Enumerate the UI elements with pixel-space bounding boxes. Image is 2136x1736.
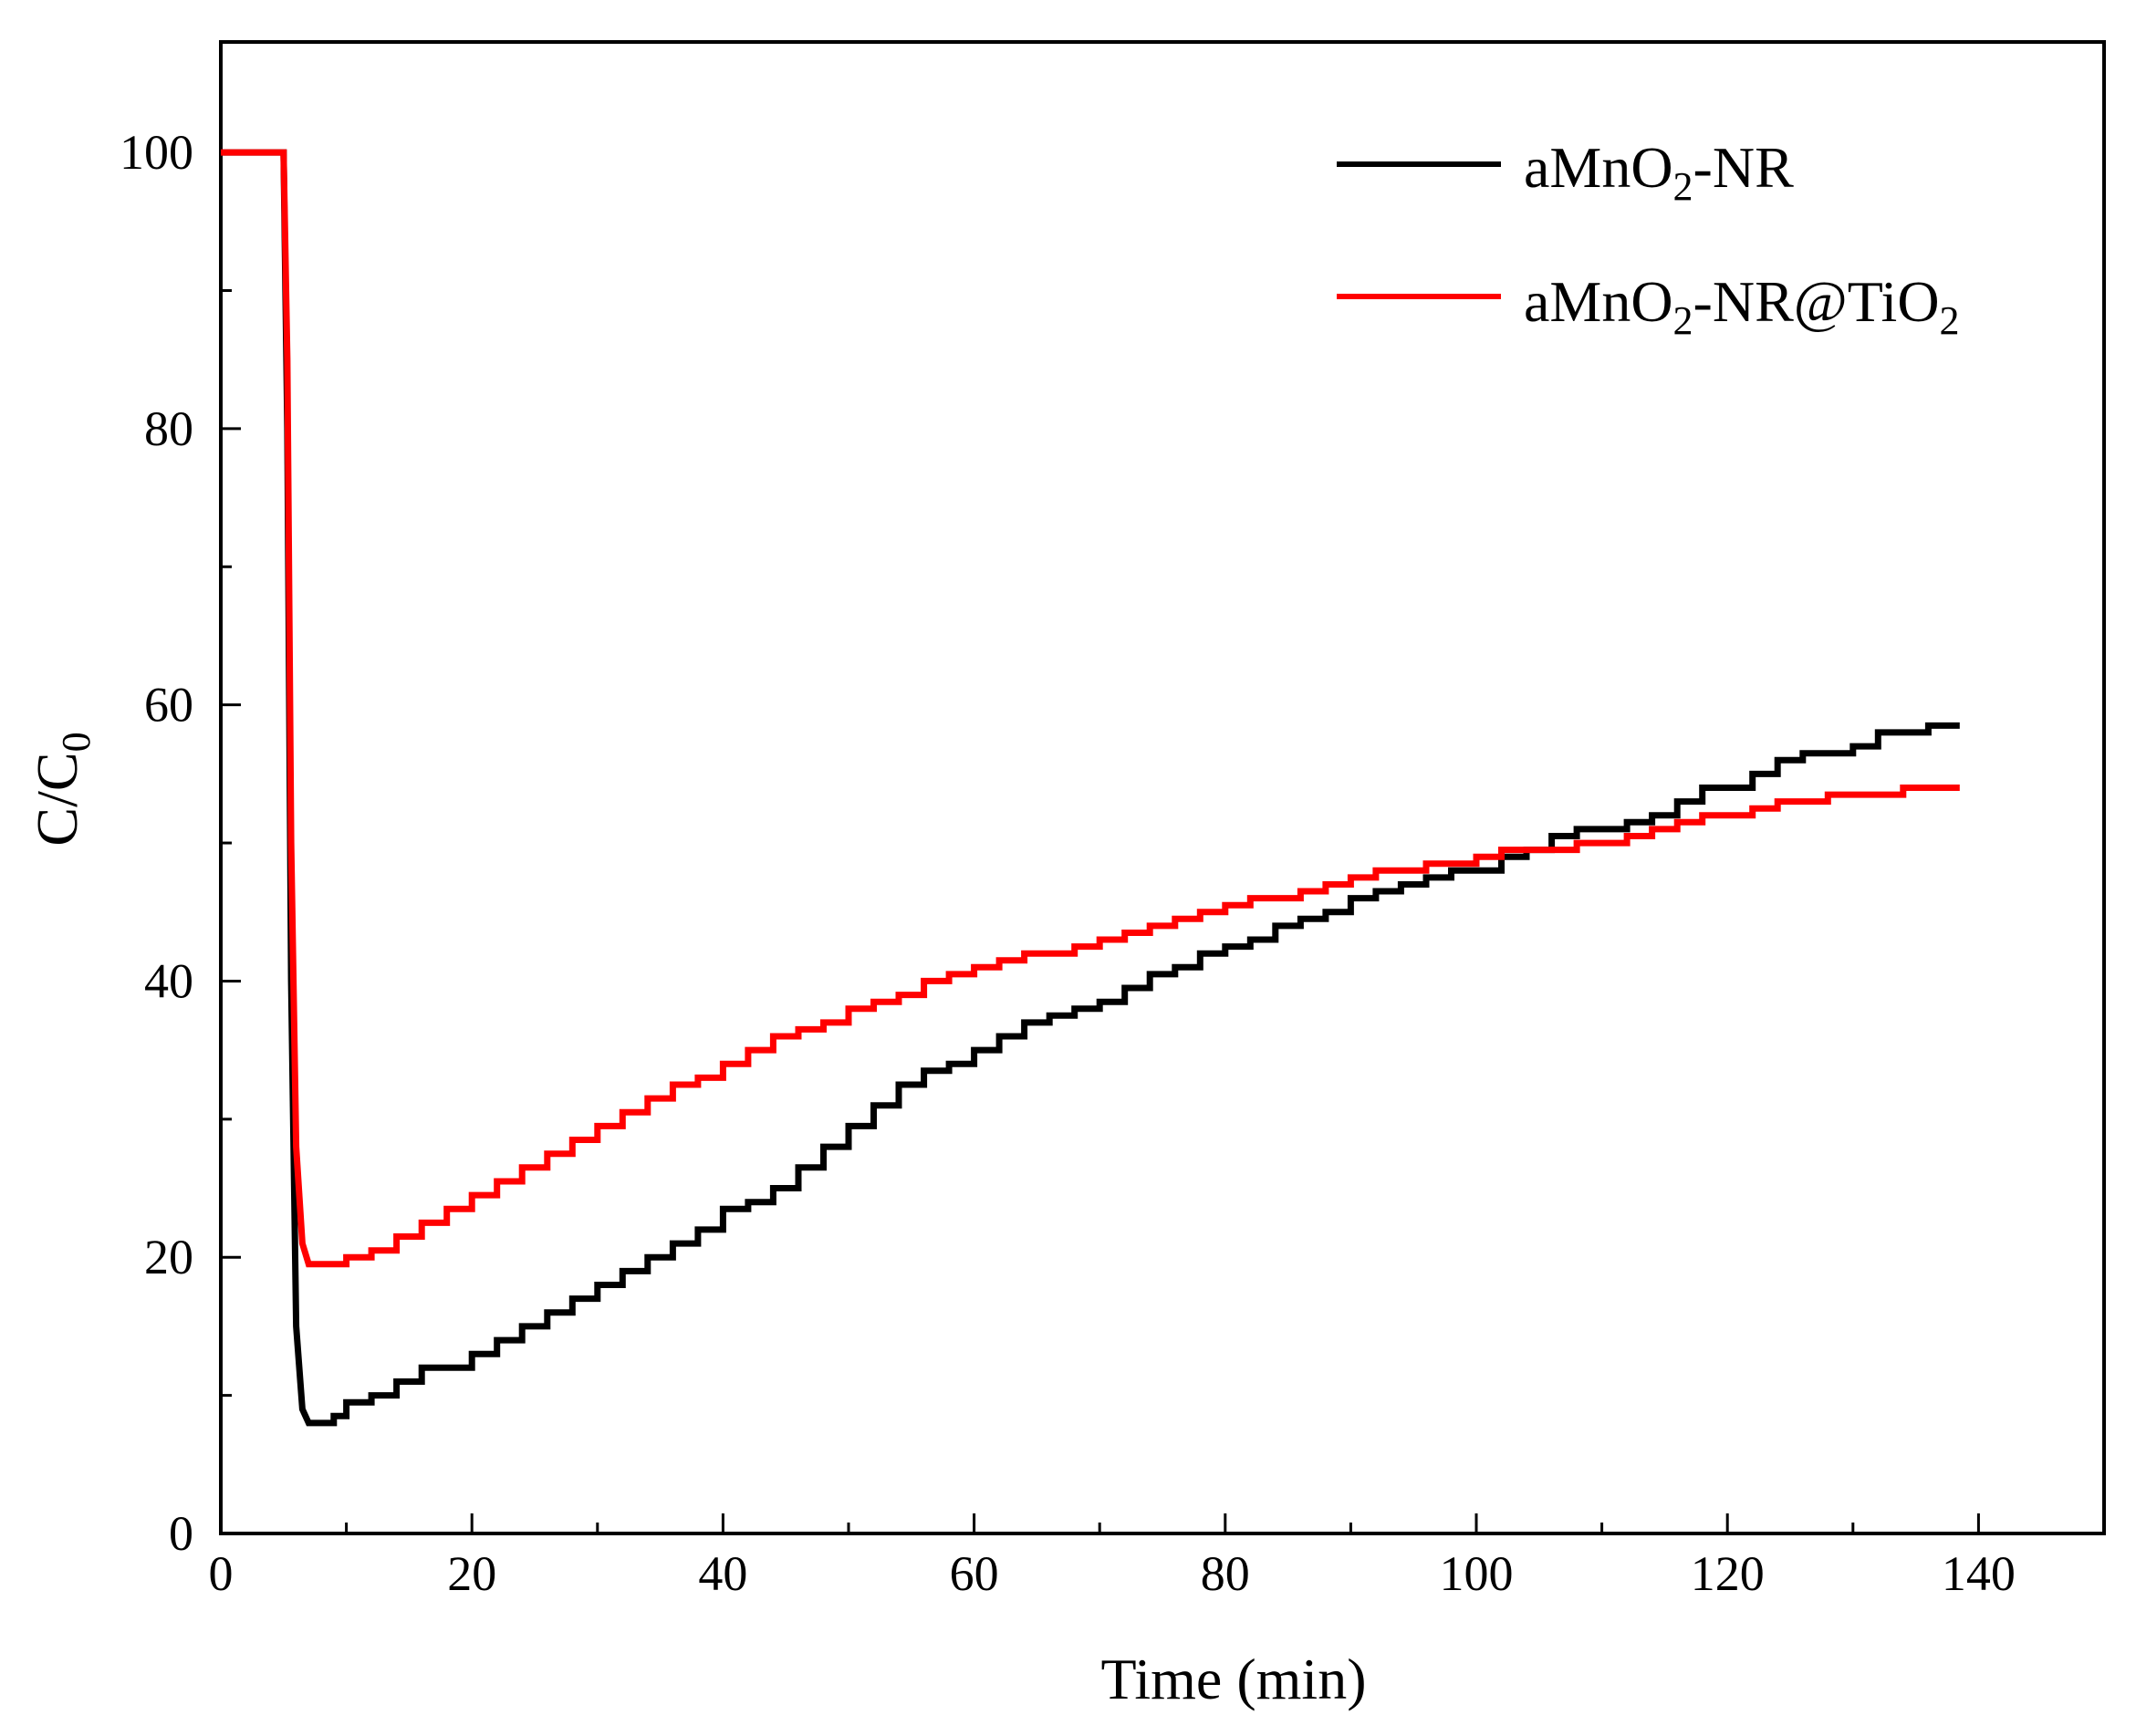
x-tick-label: 120 bbox=[1691, 1546, 1765, 1601]
legend-label-tio2-mid: -NR@TiO bbox=[1693, 269, 1940, 334]
series-line-amno2-nr bbox=[221, 149, 1960, 1427]
x-tick-label: 140 bbox=[1942, 1546, 2016, 1601]
x-tick-label: 0 bbox=[209, 1546, 234, 1601]
y-tick-label: 100 bbox=[120, 125, 193, 180]
legend-label-tio2-pre: aMnO bbox=[1524, 269, 1673, 334]
legend: aMnO2-NR aMnO2-NR@TiO2 bbox=[1337, 135, 1960, 343]
axis-ticks bbox=[219, 151, 1980, 1535]
x-tick-label: 60 bbox=[950, 1546, 999, 1601]
y-tick-label: 60 bbox=[144, 678, 193, 733]
series-line-amno2-nr-tio2 bbox=[221, 149, 1960, 1268]
y-tick-label: 80 bbox=[144, 401, 193, 456]
legend-label-amno2-nr: aMnO2-NR bbox=[1524, 135, 1794, 209]
x-tick-label: 80 bbox=[1201, 1546, 1250, 1601]
x-tick-label: 20 bbox=[447, 1546, 496, 1601]
y-tick-label: 0 bbox=[169, 1506, 193, 1561]
x-axis-title: Time (min) bbox=[1101, 1647, 1367, 1711]
x-tick-label: 100 bbox=[1440, 1546, 1514, 1601]
legend-label-tio2-sub1: 2 bbox=[1673, 298, 1693, 343]
series-layer bbox=[221, 149, 1960, 1427]
y-axis-title-subscript: 0 bbox=[54, 732, 99, 752]
tick-labels: 0 20 40 60 80 100 120 140 0 20 40 60 80 100 bbox=[120, 125, 2016, 1601]
y-tick-label: 40 bbox=[144, 953, 193, 1008]
y-axis-title: C/C0 bbox=[25, 732, 99, 846]
y-tick-label: 20 bbox=[144, 1230, 193, 1284]
legend-label-tio2-sub2: 2 bbox=[1940, 298, 1960, 343]
legend-label-amno2-nr-tio2: aMnO2-NR@TiO2 bbox=[1524, 269, 1960, 343]
legend-label-amno2-nr-sub: 2 bbox=[1673, 164, 1693, 209]
legend-label-amno2-nr-post: -NR bbox=[1693, 135, 1795, 200]
y-axis-title-main: C/C bbox=[25, 752, 89, 846]
legend-label-amno2-nr-pre: aMnO bbox=[1524, 135, 1673, 200]
plot-frame bbox=[219, 40, 2106, 1535]
x-tick-label: 40 bbox=[698, 1546, 747, 1601]
